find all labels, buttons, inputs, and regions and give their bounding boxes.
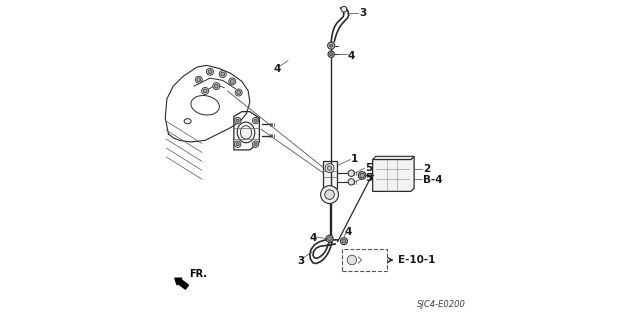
Circle shape [327, 166, 332, 170]
Circle shape [358, 172, 366, 179]
Circle shape [321, 186, 339, 204]
Text: 4: 4 [310, 233, 317, 243]
Circle shape [213, 83, 220, 90]
Polygon shape [372, 156, 414, 160]
Circle shape [348, 179, 355, 185]
Circle shape [228, 78, 236, 85]
Text: SJC4-E0200: SJC4-E0200 [417, 300, 466, 309]
Circle shape [325, 164, 334, 173]
Circle shape [326, 235, 333, 242]
Circle shape [208, 70, 212, 74]
Ellipse shape [237, 122, 255, 143]
FancyBboxPatch shape [342, 249, 387, 271]
Text: 1: 1 [351, 154, 358, 165]
Circle shape [234, 117, 241, 124]
Text: 2: 2 [422, 164, 430, 174]
Circle shape [234, 141, 241, 147]
Circle shape [219, 70, 226, 78]
Text: 3: 3 [298, 256, 305, 266]
Circle shape [254, 143, 257, 146]
Circle shape [252, 117, 259, 124]
Circle shape [341, 6, 347, 12]
Polygon shape [323, 161, 337, 188]
Circle shape [230, 79, 234, 83]
Circle shape [324, 190, 334, 199]
Circle shape [254, 119, 257, 122]
Circle shape [360, 173, 364, 178]
FancyArrow shape [175, 278, 189, 289]
Text: 4: 4 [345, 226, 352, 237]
Circle shape [235, 89, 242, 96]
Circle shape [204, 89, 207, 93]
Polygon shape [372, 156, 414, 191]
Text: B-4: B-4 [422, 175, 442, 185]
Circle shape [197, 78, 201, 82]
Polygon shape [234, 112, 259, 150]
Circle shape [328, 51, 334, 57]
Circle shape [328, 42, 335, 49]
Text: E-10-1: E-10-1 [398, 255, 436, 265]
Circle shape [330, 44, 333, 47]
Circle shape [342, 239, 346, 243]
Text: FR.: FR. [189, 269, 207, 279]
Circle shape [348, 170, 355, 176]
Circle shape [236, 143, 239, 146]
Text: 5: 5 [365, 163, 372, 173]
Circle shape [252, 141, 259, 147]
Circle shape [330, 53, 333, 56]
Text: 4: 4 [348, 50, 355, 61]
Circle shape [207, 68, 214, 75]
Circle shape [328, 237, 332, 241]
Text: 3: 3 [359, 8, 366, 18]
Circle shape [195, 76, 202, 83]
Ellipse shape [184, 119, 191, 124]
Text: 4: 4 [274, 63, 281, 74]
Circle shape [221, 72, 225, 76]
Circle shape [214, 84, 218, 88]
Circle shape [237, 91, 241, 94]
Text: 5: 5 [365, 173, 372, 183]
Circle shape [202, 87, 209, 94]
Circle shape [340, 238, 348, 245]
Circle shape [347, 255, 356, 265]
Circle shape [236, 119, 239, 122]
